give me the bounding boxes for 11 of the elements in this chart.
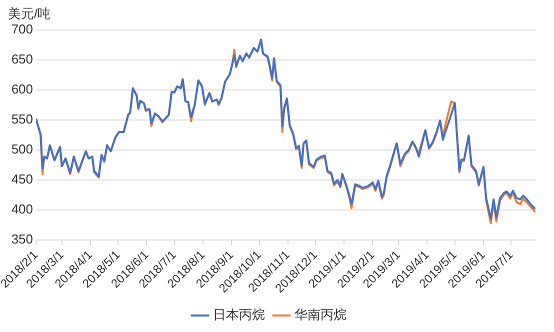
y-tick-label: 400: [11, 202, 34, 217]
y-tick-label: 700: [11, 22, 34, 37]
y-tick-label: 550: [11, 112, 34, 127]
y-axis-title: 美元/吨: [8, 6, 51, 22]
legend-label: 华南丙烷: [294, 307, 346, 322]
y-tick-label: 450: [11, 172, 34, 187]
legend-label: 日本丙烷: [213, 307, 265, 322]
y-tick-label: 350: [11, 232, 34, 247]
y-tick-label: 500: [11, 142, 34, 157]
y-tick-label: 600: [11, 82, 34, 97]
y-tick-label: 650: [11, 52, 34, 67]
